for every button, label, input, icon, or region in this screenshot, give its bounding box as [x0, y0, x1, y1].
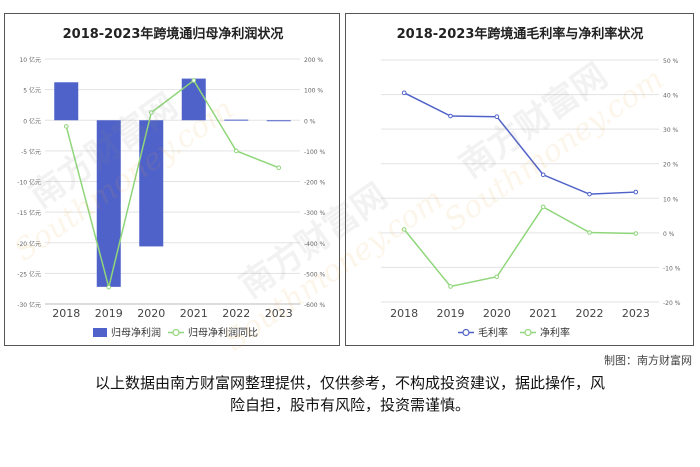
net-point-2022 — [587, 230, 592, 235]
legend-marker-gross — [462, 328, 470, 337]
net-point-2020 — [494, 274, 500, 280]
gross-point-2021 — [540, 172, 546, 178]
chart-credit: 制图：南方财富网 — [604, 354, 692, 367]
right-y-tick-label: -20 % — [663, 300, 681, 307]
left-y-tick-label: -30 亿元 — [17, 301, 41, 309]
left-y-tick-label: -10 亿元 — [17, 179, 41, 187]
right-y-tick-label: -200 % — [304, 180, 326, 187]
legend-label-line: 归母净利润同比 — [188, 326, 258, 339]
disclaimer-line-1: 以上数据由南方财富网整理提供，仅供参考，不构成投资建议，据此操作，风 — [94, 374, 605, 392]
yoy-point-2021 — [191, 78, 197, 83]
right-x-tick-label: 2019 — [437, 307, 465, 320]
right-y-tick-label: 10 % — [663, 196, 679, 203]
yoy-point-2020 — [148, 110, 154, 115]
right-x-tick-label: 2020 — [483, 307, 511, 320]
right-y-tick-label: -500 % — [304, 271, 326, 278]
right-y-tick-label: -600 % — [304, 302, 326, 309]
left-y-tick-label: -5 亿元 — [21, 148, 41, 156]
yoy-point-2023 — [276, 165, 282, 171]
left-y-tick-label: -15 亿元 — [17, 209, 41, 217]
net-point-2023 — [633, 231, 639, 236]
right-y-tick-label: -300 % — [304, 210, 326, 217]
right-chart-panel: 2018-2023年跨境通毛利率与净利率状况 50 % 40 % 30 % 20 % 10… — [345, 13, 694, 346]
right-y-tick-label: 40 % — [663, 93, 679, 100]
net-point-2019 — [448, 284, 453, 289]
bar-2022 — [224, 119, 249, 121]
left-x-tick-label: 2021 — [180, 307, 208, 320]
gross-point-2020 — [494, 114, 500, 119]
legend-swatch-bar — [93, 328, 107, 337]
yoy-point-2019 — [106, 284, 112, 290]
legend-label-gross: 毛利率 — [478, 326, 508, 339]
left-x-tick-label: 2020 — [137, 307, 165, 320]
right-chart: 2018-2023年跨境通毛利率与净利率状况 50 % 40 % 30 % 20 % 10… — [381, 26, 681, 339]
right-x-tick-label: 2018 — [390, 307, 418, 320]
right-y-tick-label: 50 % — [663, 58, 679, 65]
right-y-tick-label: 100 % — [304, 88, 323, 95]
left-x-tick-label: 2022 — [222, 307, 250, 320]
gross-point-2023 — [633, 189, 639, 195]
gross-point-2018 — [401, 90, 407, 96]
left-chart: 2018-2023年跨境通归母净利润状况 10 亿元 5 亿元 0 亿元 -5 亿元 -1… — [17, 26, 326, 339]
right-y-tick-label: 0 % — [663, 231, 675, 238]
right-y-tick-label: 200 % — [304, 57, 323, 64]
right-y-tick-label: -100 % — [304, 149, 326, 156]
bar-2023 — [266, 120, 291, 122]
right-y-tick-label: 0 % — [304, 118, 316, 125]
right-y-tick-label: 30 % — [663, 127, 679, 134]
bar-2021 — [181, 78, 206, 121]
left-x-tick-label: 2019 — [95, 307, 123, 320]
right-x-tick-label: 2021 — [529, 307, 557, 320]
left-y-tick-label: 10 亿元 — [19, 56, 41, 64]
bar-2018 — [54, 82, 79, 121]
right-x-tick-label: 2023 — [622, 307, 650, 320]
left-y-tick-label: -25 亿元 — [17, 270, 41, 278]
left-x-tick-label: 2023 — [265, 307, 293, 320]
legend-label-net: 净利率 — [540, 326, 570, 339]
right-x-tick-label: 2022 — [576, 307, 604, 320]
gross-point-2019 — [448, 113, 453, 119]
net-point-2018 — [401, 227, 407, 232]
right-y-tick-label: -400 % — [304, 241, 326, 248]
left-y-tick-label: 5 亿元 — [23, 87, 41, 95]
legend-marker-net — [524, 328, 532, 337]
left-chart-title: 2018-2023年跨境通归母净利润状况 — [63, 26, 284, 42]
left-y-tick-label: -20 亿元 — [17, 240, 41, 248]
disclaimer-line-2: 险自担，股市有风险，投资需谨慎。 — [229, 396, 470, 414]
yoy-point-2022 — [233, 148, 239, 154]
bar-2020 — [139, 120, 164, 247]
line-series-gross-margin — [403, 92, 636, 195]
line-series-net-margin — [403, 205, 636, 288]
yoy-point-2018 — [63, 124, 69, 129]
left-y-tick-label: 0 亿元 — [23, 117, 41, 125]
net-point-2021 — [540, 204, 546, 210]
gross-point-2022 — [587, 191, 592, 197]
left-x-tick-label: 2018 — [52, 307, 80, 320]
bar-2019 — [96, 120, 121, 287]
legend-marker-line — [172, 328, 180, 337]
left-chart-panel: 2018-2023年跨境通归母净利润状况 10 亿元 5 亿元 0 亿元 -5 亿元 -1… — [4, 13, 340, 346]
right-y-tick-label: 20 % — [663, 162, 679, 169]
legend-label-bar: 归母净利润 — [111, 326, 161, 339]
right-y-tick-label: -10 % — [663, 265, 681, 272]
line-series-yoy — [65, 79, 280, 288]
disclaimer: 以上数据由南方财富网整理提供，仅供参考，不构成投资建议，据此操作，风 险自担，股… — [0, 372, 700, 416]
right-chart-title: 2018-2023年跨境通毛利率与净利率状况 — [397, 26, 644, 42]
